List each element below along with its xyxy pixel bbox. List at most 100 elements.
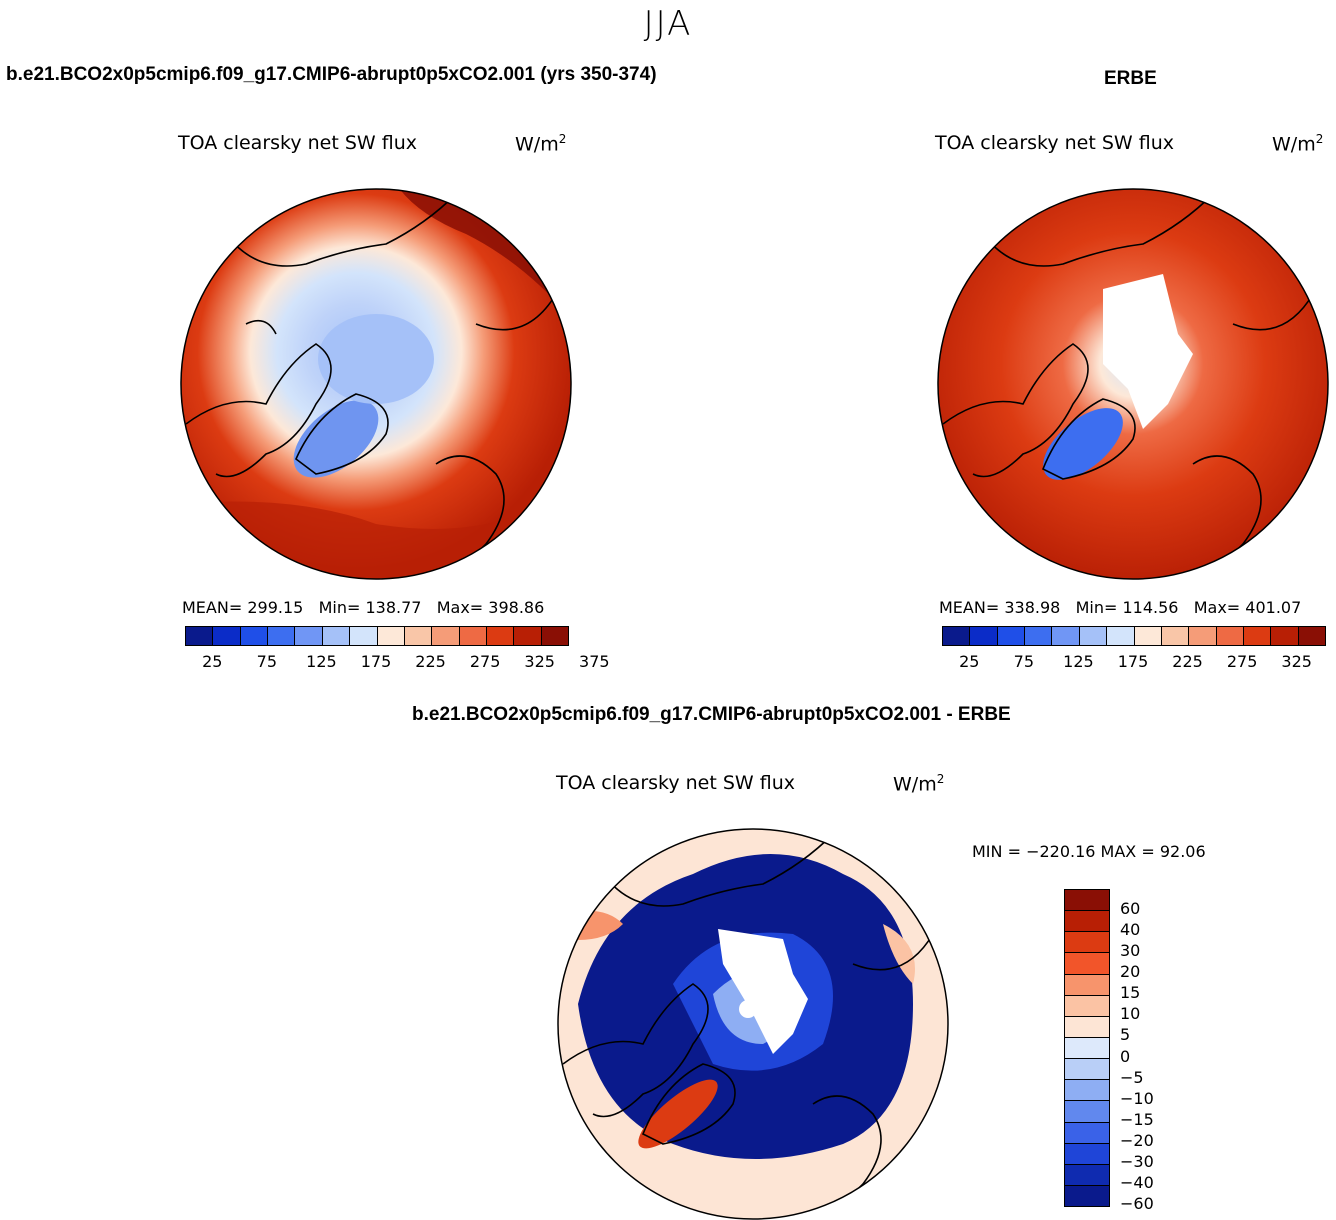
colorbar-swatch [459, 627, 487, 645]
colorbar-swatch [268, 627, 296, 645]
left-stats: MEAN= 299.15 Min= 138.77 Max= 398.86 [182, 598, 545, 617]
colorbar-swatch [350, 627, 378, 645]
left-units: W/m2 [515, 132, 567, 156]
colorbar-swatch [404, 627, 433, 645]
colorbar-tick-label: 60 [1120, 899, 1141, 919]
colorbar-swatch [1065, 995, 1109, 1017]
colorbar-tick-label: 25 [959, 652, 980, 671]
right-polar-map [937, 188, 1329, 580]
colorbar-tick-label: 325 [524, 652, 555, 671]
colorbar-tick-label: 0 [1120, 1046, 1131, 1066]
colorbar-tick-label: 40 [1120, 920, 1141, 940]
colorbar-swatch [1243, 627, 1272, 645]
colorbar-swatch [970, 627, 998, 645]
diff-variable-label: TOA clearsky net SW flux [556, 772, 796, 794]
right-greenland-cool [1043, 408, 1123, 480]
colorbar-swatch [213, 627, 241, 645]
colorbar-tick-label: 15 [1120, 983, 1141, 1003]
colorbar-tick-label: 75 [256, 652, 278, 671]
colorbar-swatch [1065, 1101, 1109, 1123]
colorbar-swatch [1065, 911, 1109, 933]
colorbar-swatch [1065, 953, 1109, 975]
colorbar-tick-label: 5 [1120, 1025, 1131, 1045]
colorbar-tick-label: 125 [306, 652, 337, 671]
colorbar-tick-label: 75 [1013, 652, 1035, 671]
diff-polar-map [557, 828, 949, 1220]
diff-case-title: b.e21.BCO2x0p5cmip6.f09_g17.CMIP6-abrupt… [412, 704, 1011, 725]
colorbar-tick-label: 175 [1117, 652, 1149, 671]
colorbar-swatch [1065, 1143, 1109, 1165]
left-arctic-ice [318, 314, 434, 404]
left-case-title: b.e21.BCO2x0p5cmip6.f09_g17.CMIP6-abrupt… [6, 64, 657, 85]
colorbar-tick-label: 25 [202, 652, 223, 671]
colorbar-swatch [486, 627, 515, 645]
colorbar-tick-label: 225 [1172, 652, 1203, 671]
diff-minmax: MIN = −220.16 MAX = 92.06 [972, 842, 1206, 861]
diff-colorbar-ticks: 60 40 30 20 15 10 5 0 −5 −10 −15 −20 −30 −40 −60 [1120, 889, 1180, 1213]
colorbar-swatch [514, 627, 542, 645]
right-units: W/m2 [1272, 132, 1324, 156]
colorbar-tick-label: 175 [360, 652, 392, 671]
colorbar-swatch [1107, 627, 1135, 645]
colorbar-swatch [1065, 890, 1109, 912]
colorbar-swatch [295, 627, 323, 645]
colorbar-tick-label: 275 [469, 652, 501, 671]
right-case-title: ERBE [1104, 68, 1157, 89]
diff-units: W/m2 [893, 772, 945, 796]
colorbar-tick-label: 125 [1063, 652, 1094, 671]
colorbar-swatch [1052, 627, 1080, 645]
left-colorbar-ticks: 25 75 125 175 225 275 325 375 [185, 652, 609, 672]
colorbar-swatch [1065, 1122, 1109, 1144]
colorbar-swatch [1065, 1037, 1109, 1060]
colorbar-swatch [1065, 932, 1109, 954]
colorbar-tick-label: 225 [415, 652, 446, 671]
colorbar-swatch [1161, 627, 1190, 645]
colorbar-swatch [186, 627, 214, 645]
colorbar-tick-label: −15 [1120, 1109, 1154, 1129]
colorbar-swatch [541, 627, 569, 645]
colorbar-swatch [1079, 627, 1108, 645]
diff-warm-patch-east [883, 924, 915, 984]
colorbar-tick-label: −20 [1120, 1130, 1154, 1150]
colorbar-tick-label: 30 [1120, 941, 1141, 961]
colorbar-swatch [1271, 627, 1299, 645]
season-title: JJA [643, 4, 693, 44]
right-stats: MEAN= 338.98 Min= 114.56 Max= 401.07 [939, 598, 1302, 617]
colorbar-tick-label: −40 [1120, 1172, 1154, 1192]
colorbar-tick-label: −60 [1120, 1194, 1154, 1213]
colorbar-swatch [1298, 627, 1326, 645]
colorbar-tick-label: −30 [1120, 1151, 1154, 1171]
right-coastlines [942, 193, 1314, 579]
diff-missing-data-wedge [718, 929, 808, 1054]
colorbar-swatch [240, 627, 269, 645]
diff-colorbar [1064, 889, 1110, 1207]
colorbar-tick-label: 10 [1120, 1004, 1141, 1024]
colorbar-tick-label: 20 [1120, 962, 1141, 982]
colorbar-swatch [1065, 1185, 1109, 1207]
colorbar-swatch [1065, 1059, 1109, 1081]
colorbar-swatch [1065, 1080, 1109, 1102]
colorbar-swatch [1025, 627, 1053, 645]
right-colorbar [942, 626, 1326, 646]
colorbar-swatch [1065, 1016, 1109, 1038]
colorbar-tick-label: 325 [1281, 652, 1312, 671]
colorbar-tick-label: 375 [579, 652, 610, 671]
colorbar-swatch [1216, 627, 1244, 645]
colorbar-swatch [1065, 1164, 1109, 1186]
colorbar-swatch [1065, 974, 1109, 996]
colorbar-tick-label: −5 [1120, 1067, 1144, 1087]
colorbar-swatch [432, 627, 460, 645]
right-pole-hole [1119, 360, 1137, 378]
colorbar-swatch [322, 627, 351, 645]
left-variable-label: TOA clearsky net SW flux [178, 132, 418, 154]
diff-pole-hole [739, 1000, 757, 1018]
colorbar-swatch [1134, 627, 1162, 645]
colorbar-swatch [943, 627, 971, 645]
colorbar-tick-label: −10 [1120, 1088, 1154, 1108]
right-variable-label: TOA clearsky net SW flux [935, 132, 1175, 154]
left-greenland-cool [293, 400, 379, 478]
right-missing-data-wedge [1103, 274, 1193, 429]
diff-greenland-warm [638, 1079, 718, 1149]
colorbar-swatch [997, 627, 1026, 645]
